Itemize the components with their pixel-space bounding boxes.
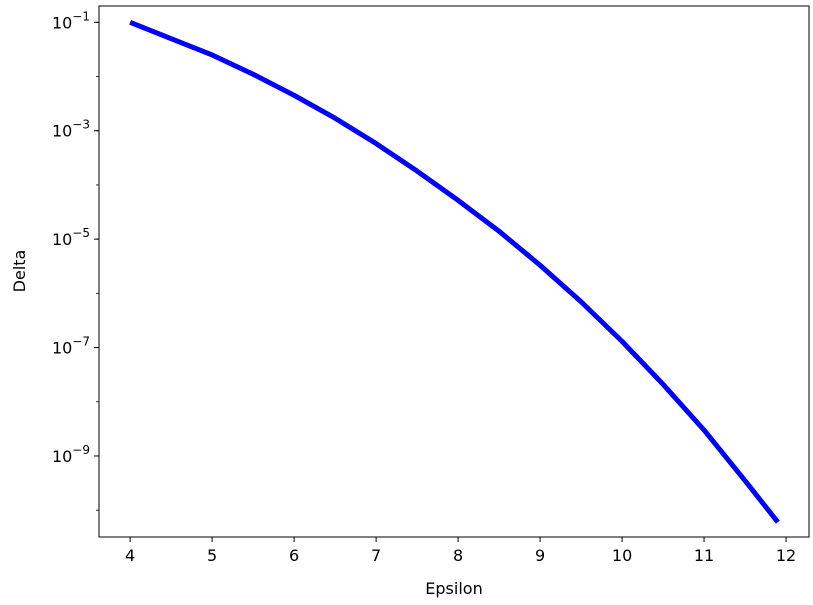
y-tick-label: 10−7	[52, 335, 90, 358]
y-tick-label: 10−1	[52, 9, 90, 32]
x-tick-label: 4	[125, 546, 135, 565]
x-tick-label: 8	[453, 546, 463, 565]
series-layer	[129, 19, 780, 524]
x-tick-label: 9	[535, 546, 545, 565]
x-tick-label: 12	[776, 546, 796, 565]
y-tick-label: 10−3	[52, 118, 90, 141]
series-line-0	[129, 19, 780, 524]
plot-background	[99, 6, 809, 537]
y-axis-ticks: 10−9 10−7 10−5 10−3 10−1	[52, 9, 99, 511]
x-axis-label: Epsilon	[425, 579, 482, 598]
y-axis-label: Delta	[10, 250, 29, 293]
x-tick-label: 6	[289, 546, 299, 565]
x-tick-label: 10	[612, 546, 632, 565]
plot-frame	[98, 5, 810, 538]
x-axis-ticks: 4 5 6 7 8 9 10 11 12	[125, 537, 796, 565]
y-tick-label: 10−9	[52, 443, 90, 466]
x-tick-label: 7	[371, 546, 381, 565]
x-tick-label: 11	[694, 546, 714, 565]
y-tick-label: 10−5	[52, 226, 90, 249]
x-tick-label: 5	[207, 546, 217, 565]
